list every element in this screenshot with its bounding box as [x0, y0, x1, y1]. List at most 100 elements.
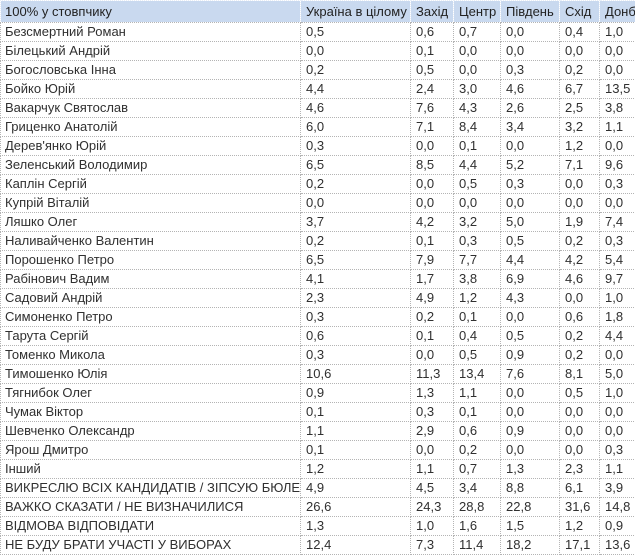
value-cell: 3,2: [560, 118, 600, 137]
value-cell: 0,3: [600, 232, 635, 251]
value-cell: 0,0: [600, 61, 635, 80]
value-cell: 13,4: [454, 365, 501, 384]
value-cell: 6,1: [560, 479, 600, 498]
value-cell: 0,0: [501, 23, 560, 42]
value-cell: 31,6: [560, 498, 600, 517]
table-header: 100% у стовпчику Україна в цілому Захід …: [1, 1, 635, 23]
value-cell: 2,3: [560, 460, 600, 479]
value-cell: 0,5: [501, 232, 560, 251]
column-header-center: Центр: [454, 1, 501, 23]
value-cell: 1,7: [411, 270, 454, 289]
value-cell: 4,9: [301, 479, 411, 498]
value-cell: 1,3: [301, 517, 411, 536]
value-cell: 0,5: [501, 327, 560, 346]
value-cell: 26,6: [301, 498, 411, 517]
value-cell: 0,2: [454, 441, 501, 460]
value-cell: 22,8: [501, 498, 560, 517]
row-label-cell: Дерев'янко Юрій: [1, 137, 301, 156]
value-cell: 0,1: [454, 308, 501, 327]
value-cell: 2,3: [301, 289, 411, 308]
row-label-cell: Томенко Микола: [1, 346, 301, 365]
value-cell: 3,2: [454, 213, 501, 232]
value-cell: 0,0: [560, 194, 600, 213]
value-cell: 0,0: [501, 194, 560, 213]
value-cell: 8,8: [501, 479, 560, 498]
value-cell: 0,1: [301, 403, 411, 422]
value-cell: 0,3: [411, 403, 454, 422]
value-cell: 0,0: [501, 308, 560, 327]
value-cell: 6,9: [501, 270, 560, 289]
value-cell: 0,0: [600, 42, 635, 61]
value-cell: 1,3: [411, 384, 454, 403]
value-cell: 5,2: [501, 156, 560, 175]
value-cell: 0,0: [560, 175, 600, 194]
value-cell: 0,0: [600, 194, 635, 213]
value-cell: 0,4: [560, 23, 600, 42]
row-label-cell: Наливайченко Валентин: [1, 232, 301, 251]
value-cell: 11,4: [454, 536, 501, 555]
value-cell: 0,0: [501, 441, 560, 460]
value-cell: 24,3: [411, 498, 454, 517]
value-cell: 0,0: [560, 422, 600, 441]
value-cell: 0,3: [501, 61, 560, 80]
value-cell: 2,6: [501, 99, 560, 118]
value-cell: 8,4: [454, 118, 501, 137]
row-label-cell: Рабінович Вадим: [1, 270, 301, 289]
value-cell: 0,3: [600, 441, 635, 460]
value-cell: 7,4: [600, 213, 635, 232]
value-cell: 4,3: [454, 99, 501, 118]
value-cell: 0,7: [454, 23, 501, 42]
row-label-cell: Симоненко Петро: [1, 308, 301, 327]
value-cell: 18,2: [501, 536, 560, 555]
row-label-cell: НЕ БУДУ БРАТИ УЧАСТІ У ВИБОРАХ: [1, 536, 301, 555]
value-cell: 1,2: [560, 137, 600, 156]
value-cell: 0,2: [560, 346, 600, 365]
value-cell: 9,6: [600, 156, 635, 175]
value-cell: 0,0: [600, 137, 635, 156]
value-cell: 3,9: [600, 479, 635, 498]
value-cell: 0,2: [560, 232, 600, 251]
row-label-cell: Білецький Андрій: [1, 42, 301, 61]
value-cell: 3,8: [600, 99, 635, 118]
value-cell: 1,2: [301, 460, 411, 479]
column-header-west: Захід: [411, 1, 454, 23]
value-cell: 7,1: [560, 156, 600, 175]
value-cell: 1,3: [501, 460, 560, 479]
value-cell: 0,0: [454, 42, 501, 61]
value-cell: 0,0: [411, 441, 454, 460]
value-cell: 7,6: [411, 99, 454, 118]
value-cell: 6,0: [301, 118, 411, 137]
value-cell: 0,3: [600, 175, 635, 194]
value-cell: 17,1: [560, 536, 600, 555]
value-cell: 0,9: [501, 422, 560, 441]
column-header-donbas: Донбас: [600, 1, 635, 23]
value-cell: 0,5: [560, 384, 600, 403]
value-cell: 9,7: [600, 270, 635, 289]
table-row: ВИКРЕСЛЮ ВСІХ КАНДИДАТІВ / ЗІПСУЮ БЮЛЕТЕ…: [1, 479, 635, 498]
value-cell: 0,5: [411, 61, 454, 80]
value-cell: 5,0: [600, 365, 635, 384]
value-cell: 1,6: [454, 517, 501, 536]
value-cell: 0,9: [301, 384, 411, 403]
value-cell: 0,2: [560, 61, 600, 80]
value-cell: 0,2: [301, 61, 411, 80]
value-cell: 0,1: [454, 137, 501, 156]
value-cell: 7,6: [501, 365, 560, 384]
value-cell: 1,1: [600, 118, 635, 137]
value-cell: 1,8: [600, 308, 635, 327]
value-cell: 0,0: [600, 422, 635, 441]
row-label-cell: Інший: [1, 460, 301, 479]
value-cell: 1,1: [600, 460, 635, 479]
value-cell: 0,0: [501, 384, 560, 403]
